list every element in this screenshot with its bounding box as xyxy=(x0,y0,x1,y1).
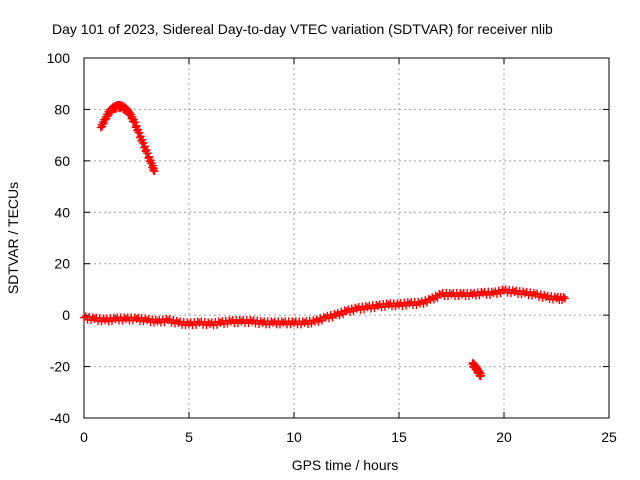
data-point xyxy=(340,306,349,315)
data-point xyxy=(206,320,214,329)
data-point xyxy=(300,318,309,327)
plot-frame xyxy=(83,57,610,419)
data-point xyxy=(374,302,382,311)
data-point xyxy=(559,292,568,301)
data-point xyxy=(447,290,456,299)
series-short-negative-arc xyxy=(468,358,485,381)
data-point xyxy=(458,290,466,299)
y-tick-label: 0 xyxy=(62,307,70,323)
data-point xyxy=(395,300,403,309)
x-tick-label: 10 xyxy=(286,429,302,445)
series-baseline xyxy=(80,285,569,330)
data-point xyxy=(290,318,298,327)
data-point xyxy=(335,311,344,320)
y-tick-label: 80 xyxy=(54,101,70,117)
data-point xyxy=(325,314,333,323)
data-point xyxy=(314,317,323,326)
data-point xyxy=(533,289,542,298)
data-point xyxy=(269,318,277,327)
y-tick-label: -40 xyxy=(50,410,70,426)
data-point xyxy=(169,316,178,325)
data-point xyxy=(216,318,225,327)
data-point xyxy=(111,315,120,323)
x-tick-label: 25 xyxy=(601,429,617,445)
grid xyxy=(84,58,609,418)
data-point xyxy=(405,299,414,308)
data-point xyxy=(476,371,485,380)
data-point xyxy=(237,317,246,326)
x-tick-label: 15 xyxy=(391,429,407,445)
axis-ticks: 0 5 10 15 20 25 -40 -20 0 20 40 60 80 100 xyxy=(47,50,617,445)
y-axis-label: SDTVAR / TECUs xyxy=(5,182,21,294)
data-point xyxy=(309,316,318,325)
data-point xyxy=(384,300,393,309)
data-point xyxy=(185,320,193,329)
data-point xyxy=(346,307,354,316)
data-point xyxy=(140,142,149,151)
x-tick-label: 20 xyxy=(496,429,512,445)
data-point xyxy=(560,294,569,303)
x-axis-label: GPS time / hours xyxy=(292,457,399,473)
data-point xyxy=(419,299,428,308)
data-point xyxy=(165,315,174,324)
data-point xyxy=(493,289,501,298)
y-tick-label: 100 xyxy=(47,50,71,66)
data-point xyxy=(99,119,108,128)
data-point xyxy=(227,317,235,326)
data-points xyxy=(80,100,569,381)
data-point xyxy=(363,303,372,312)
data-point xyxy=(279,318,288,327)
y-tick-label: 20 xyxy=(54,256,70,272)
data-point xyxy=(430,295,438,304)
data-point xyxy=(353,304,361,313)
y-tick-label: -20 xyxy=(50,359,70,375)
chart-title: Day 101 of 2023, Sidereal Day-to-day VTE… xyxy=(52,21,553,37)
y-tick-label: 40 xyxy=(54,204,70,220)
data-point xyxy=(468,290,477,299)
data-point xyxy=(101,316,109,325)
data-point xyxy=(122,315,130,323)
data-point xyxy=(150,167,159,176)
data-point xyxy=(424,294,433,303)
data-point xyxy=(536,290,545,299)
data-point xyxy=(106,108,115,117)
data-point xyxy=(319,312,328,321)
data-point xyxy=(153,317,162,326)
data-point xyxy=(330,310,339,319)
x-tick-label: 5 xyxy=(185,429,193,445)
data-point xyxy=(479,289,487,298)
data-point xyxy=(258,318,267,327)
y-tick-label: 60 xyxy=(54,153,70,169)
data-point xyxy=(437,290,445,299)
series-arc-high-elevation xyxy=(96,100,159,176)
x-tick-label: 0 xyxy=(80,429,88,445)
